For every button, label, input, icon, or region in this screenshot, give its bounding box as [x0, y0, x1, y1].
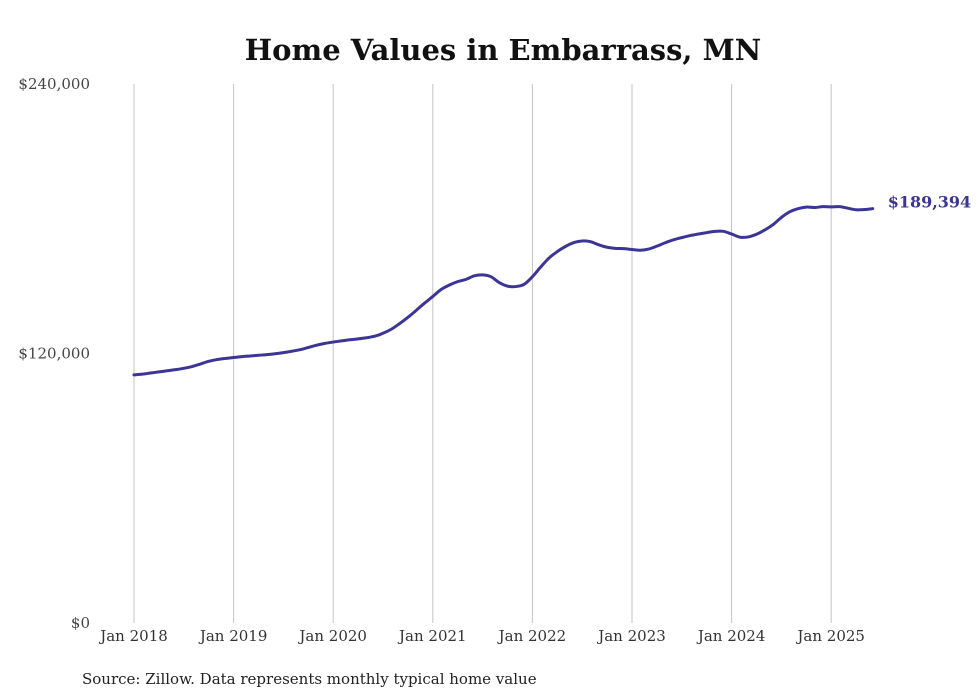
x-axis-ticks: Jan 2018 Jan 2019 Jan 2020 Jan 2021 Jan 2022… [98, 627, 865, 645]
x-tick-label: Jan 2023 [596, 627, 666, 645]
x-tick-label: Jan 2021 [397, 627, 467, 645]
x-tick-label: Jan 2022 [497, 627, 567, 645]
y-tick-label: $240,000 [18, 75, 90, 93]
chart-title: Home Values in Embarrass, MN [245, 33, 761, 67]
x-tick-label: Jan 2019 [198, 627, 268, 645]
series-layer: $189,394 [132, 193, 972, 377]
home-value-line [132, 205, 875, 377]
source-note: Source: Zillow. Data represents monthly … [82, 670, 537, 688]
x-tick-label: Jan 2020 [297, 627, 367, 645]
y-tick-label: $120,000 [18, 345, 90, 363]
x-tick-label: Jan 2018 [98, 627, 168, 645]
x-tick-label: Jan 2025 [795, 627, 865, 645]
x-tick-label: Jan 2024 [696, 627, 766, 645]
latest-value-label: $189,394 [888, 193, 972, 212]
grid-lines [133, 84, 832, 623]
y-axis-ticks: $0 $120,000 $240,000 [18, 75, 90, 632]
y-tick-label: $0 [71, 614, 90, 632]
